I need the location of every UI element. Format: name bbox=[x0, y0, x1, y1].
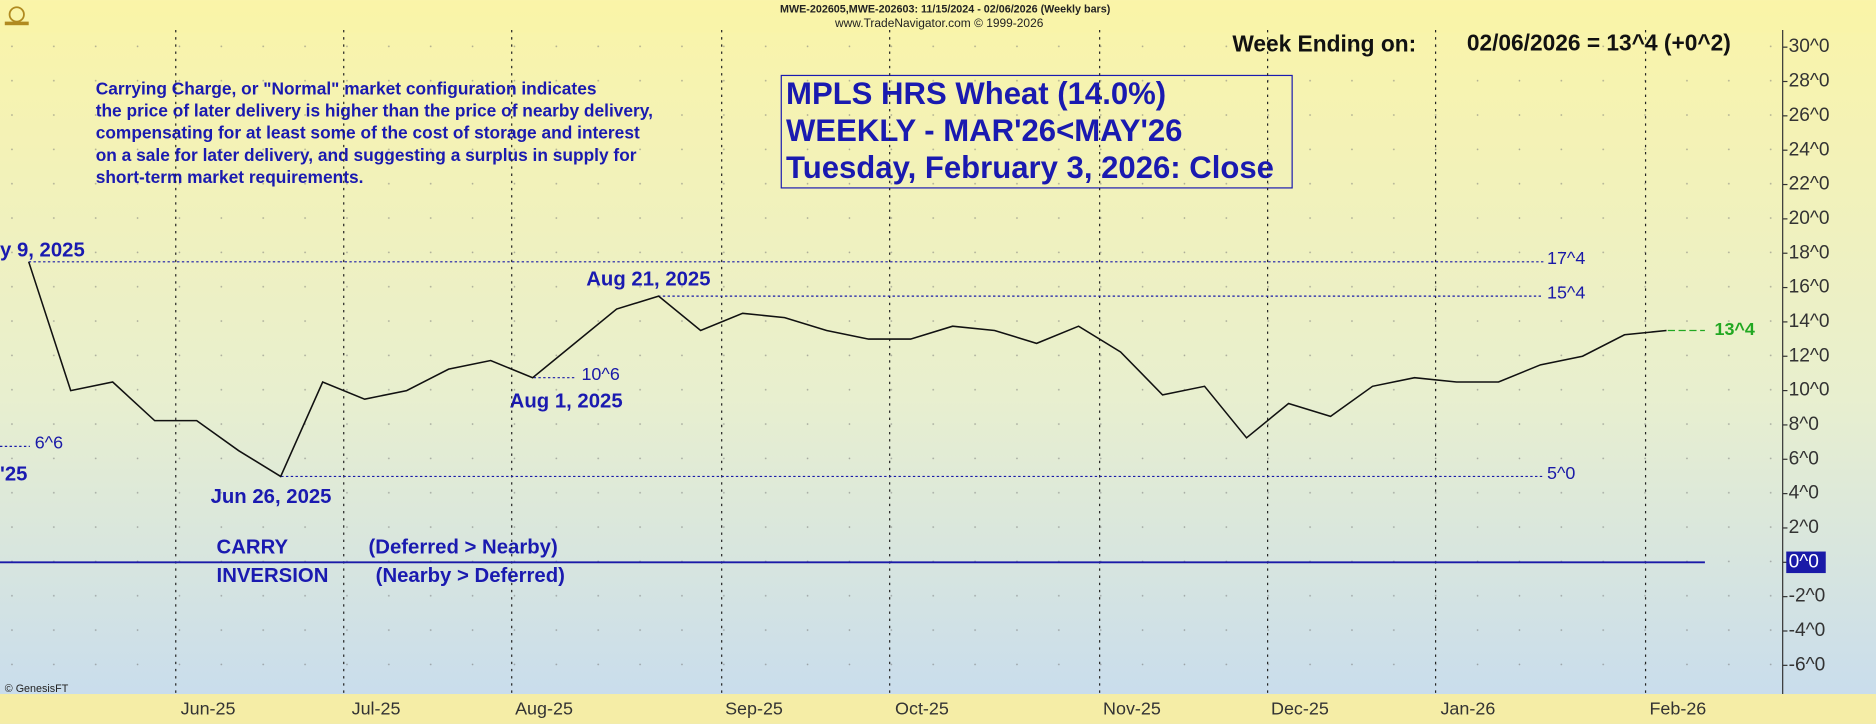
y-tick-label: 14^0 bbox=[1789, 311, 1830, 332]
y-tick-label: 0^0 bbox=[1789, 551, 1819, 572]
x-tick-label: Jan-26 bbox=[1440, 698, 1495, 718]
logo bbox=[4, 6, 29, 26]
zone-label: INVERSION bbox=[217, 565, 329, 587]
note: short-term market requirements. bbox=[96, 167, 364, 187]
header: MWE-202605,MWE-202603: 11/15/2024 - 02/0… bbox=[780, 3, 1111, 15]
y-tick-label: 8^0 bbox=[1789, 414, 1819, 435]
reference-label: 17^4 bbox=[1547, 248, 1585, 268]
date-annotation: Jun 26, 2025 bbox=[211, 486, 332, 508]
x-tick-label: Oct-25 bbox=[895, 698, 949, 718]
x-tick-label: Jul-25 bbox=[352, 698, 401, 718]
y-tick-label: 10^0 bbox=[1789, 380, 1830, 401]
date-annotation: y 9, 2025 bbox=[0, 240, 85, 262]
week-ending-value: 02/06/2026 = 13^4 (+0^2) bbox=[1467, 29, 1731, 55]
reference-label: 5^0 bbox=[1547, 463, 1575, 483]
y-tick-label: 26^0 bbox=[1789, 105, 1830, 126]
zone-label: (Nearby > Deferred) bbox=[376, 565, 565, 587]
title: Tuesday, February 3, 2026: Close bbox=[786, 150, 1274, 185]
note: Carrying Charge, or "Normal" market conf… bbox=[96, 78, 597, 98]
title-box bbox=[780, 74, 1293, 189]
y-tick-label: 4^0 bbox=[1789, 483, 1819, 504]
x-tick-label: Sep-25 bbox=[725, 698, 783, 718]
zone-label: CARRY bbox=[217, 536, 289, 558]
date-annotation: Aug 21, 2025 bbox=[586, 268, 710, 290]
y-tick-label: 12^0 bbox=[1789, 345, 1830, 366]
y-tick-highlight bbox=[1786, 551, 1826, 574]
header-band bbox=[0, 0, 1876, 33]
x-tick-label: Jun-25 bbox=[181, 698, 236, 718]
y-tick-label: -2^0 bbox=[1789, 586, 1826, 607]
y-tick-label: -4^0 bbox=[1789, 620, 1826, 641]
week-ending-label: Week Ending on: bbox=[1232, 31, 1416, 57]
y-tick-label: 6^0 bbox=[1789, 448, 1819, 469]
note: compensating for at least some of the co… bbox=[96, 123, 640, 143]
zone-label: (Deferred > Nearby) bbox=[369, 536, 558, 558]
note: on a sale for later delivery, and sugges… bbox=[96, 145, 637, 165]
source: www.TradeNavigator.com © 1999-2026 bbox=[834, 16, 1044, 30]
title: MPLS HRS Wheat (14.0%) bbox=[786, 76, 1166, 111]
note: the price of later delivery is higher th… bbox=[96, 101, 653, 121]
y-tick-label: 2^0 bbox=[1789, 517, 1819, 538]
y-tick-label: 28^0 bbox=[1789, 71, 1830, 92]
reference-label: 10^6 bbox=[581, 364, 619, 384]
y-tick-label: 30^0 bbox=[1789, 36, 1830, 57]
x-tick-label: Feb-26 bbox=[1649, 698, 1706, 718]
title: WEEKLY - MAR'26<MAY'26 bbox=[786, 113, 1182, 148]
y-tick-label: 22^0 bbox=[1789, 174, 1830, 195]
date-annotation: Aug 1, 2025 bbox=[510, 390, 623, 412]
credit: © GenesisFT bbox=[5, 683, 69, 695]
date-annotation: '25 bbox=[0, 463, 27, 485]
reference-label: 15^4 bbox=[1547, 282, 1585, 302]
x-tick-label: Aug-25 bbox=[515, 698, 573, 718]
x-axis-band bbox=[0, 694, 1876, 724]
y-tick-label: -6^0 bbox=[1789, 654, 1826, 675]
dot-grid bbox=[0, 29, 1783, 695]
x-tick-label: Nov-25 bbox=[1103, 698, 1161, 718]
y-tick-label: 16^0 bbox=[1789, 277, 1830, 298]
series-line bbox=[27, 261, 1667, 478]
reference-label: 6^6 bbox=[35, 433, 63, 453]
y-tick-label: 18^0 bbox=[1789, 242, 1830, 263]
y-tick-label: 24^0 bbox=[1789, 139, 1830, 160]
reference-label: 13^4 bbox=[1714, 319, 1754, 339]
y-tick-label: 20^0 bbox=[1789, 208, 1830, 229]
x-tick-label: Dec-25 bbox=[1271, 698, 1329, 718]
